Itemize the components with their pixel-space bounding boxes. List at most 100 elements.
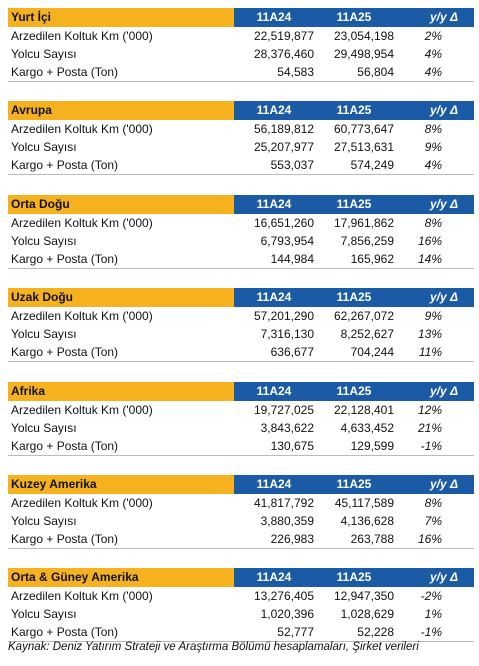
table-row: Arzedilen Koltuk Km ('000) 22,519,877 23,0… bbox=[8, 27, 474, 45]
column-header: 11A25 bbox=[314, 288, 394, 308]
cell: 8% bbox=[424, 122, 442, 137]
cell: 7,316,130 bbox=[260, 327, 314, 342]
column-header: 11A25 bbox=[314, 8, 394, 27]
row-label: Yolcu Sayısı bbox=[11, 607, 77, 622]
table-row: Arzedilen Koltuk Km ('000) 41,817,792 45,1… bbox=[8, 494, 474, 512]
column-header: 11A24 bbox=[234, 194, 314, 214]
cell: 62,267,072 bbox=[333, 309, 394, 324]
source-note: Kaynak: Deniz Yatırım Strateji ve Araştı… bbox=[8, 641, 419, 653]
section-header: Yurt İçi 11A24 11A25 y/y Δ bbox=[8, 8, 474, 27]
table-row: Kargo + Posta (Ton) 144,984 165,962 14% bbox=[8, 250, 474, 269]
section-title: Avrupa bbox=[8, 101, 234, 121]
section-header: Orta Doğu 11A24 11A25 y/y Δ bbox=[8, 194, 474, 214]
cell: 14% bbox=[417, 251, 442, 266]
cell: 4% bbox=[424, 65, 442, 79]
table-row: Arzedilen Koltuk Km ('000) 56,189,812 60,7… bbox=[8, 120, 474, 138]
cell: 7% bbox=[424, 514, 442, 528]
cell: 144,984 bbox=[270, 251, 314, 266]
column-header: y/y Δ bbox=[394, 194, 474, 214]
cell: 17,961,862 bbox=[333, 215, 394, 230]
cell: 8% bbox=[424, 496, 442, 510]
cell: 3,843,622 bbox=[260, 420, 314, 435]
cell: 16% bbox=[417, 532, 442, 546]
row-label: Arzedilen Koltuk Km ('000) bbox=[11, 589, 153, 604]
column-header: y/y Δ bbox=[394, 8, 474, 27]
table-row: Yolcu Sayısı 7,316,130 8,252,627 13% bbox=[8, 325, 474, 343]
cell: 263,788 bbox=[350, 532, 394, 546]
table-row: Arzedilen Koltuk Km ('000) 19,727,025 22,1… bbox=[8, 401, 474, 419]
cell: 636,677 bbox=[270, 345, 314, 360]
section-title: Orta & Güney Amerika bbox=[8, 568, 234, 588]
cell: 2% bbox=[424, 29, 442, 43]
row-label: Kargo + Posta (Ton) bbox=[11, 251, 119, 266]
cell: 16,651,260 bbox=[253, 215, 314, 230]
section-title: Yurt İçi bbox=[8, 8, 234, 27]
section: Yurt İçi 11A24 11A25 y/y Δ Arzedilen Koltuk … bbox=[8, 8, 474, 82]
row-label: Arzedilen Koltuk Km ('000) bbox=[11, 402, 153, 417]
table-row: Yolcu Sayısı 3,843,622 4,633,452 21% bbox=[8, 419, 474, 437]
column-header: y/y Δ bbox=[394, 381, 474, 401]
section: Orta & Güney Amerika 11A24 11A25 y/y Δ Arzed… bbox=[8, 568, 474, 643]
column-header: 11A24 bbox=[234, 101, 314, 121]
column-header: 11A24 bbox=[234, 8, 314, 27]
cell: 25,207,977 bbox=[253, 140, 314, 155]
cell: 56,804 bbox=[357, 65, 394, 79]
row-label: Kargo + Posta (Ton) bbox=[11, 438, 119, 453]
cell: 8,252,627 bbox=[340, 327, 394, 342]
cell: 226,983 bbox=[270, 532, 314, 546]
section: Uzak Doğu 11A24 11A25 y/y Δ Arzedilen Koltuk… bbox=[8, 288, 474, 363]
cell: 12% bbox=[417, 402, 442, 417]
cell: 130,675 bbox=[270, 438, 314, 453]
row-label: Yolcu Sayısı bbox=[11, 327, 77, 342]
row-label: Arzedilen Koltuk Km ('000) bbox=[11, 496, 153, 510]
cell: 165,962 bbox=[350, 251, 394, 266]
section-header: Kuzey Amerika 11A24 11A25 y/y Δ bbox=[8, 475, 474, 494]
row-label: Yolcu Sayısı bbox=[11, 420, 77, 435]
cell: 60,773,647 bbox=[333, 122, 394, 137]
column-header: 11A25 bbox=[314, 381, 394, 401]
section: Afrika 11A24 11A25 y/y Δ Arzedilen Koltuk Km… bbox=[8, 381, 474, 456]
table-row: Kargo + Posta (Ton) 553,037 574,249 4% bbox=[8, 156, 474, 176]
table-row: Kargo + Posta (Ton) 54,583 56,804 4% bbox=[8, 63, 474, 82]
row-label: Kargo + Posta (Ton) bbox=[11, 532, 119, 546]
cell: 12,947,350 bbox=[333, 589, 394, 604]
row-label: Yolcu Sayısı bbox=[11, 47, 77, 61]
cell: 4,136,628 bbox=[340, 514, 394, 528]
section-header: Orta & Güney Amerika 11A24 11A25 y/y Δ bbox=[8, 568, 474, 588]
table-row: Arzedilen Koltuk Km ('000) 16,651,260 17,9… bbox=[8, 214, 474, 232]
table-row: Yolcu Sayısı 28,376,460 29,498,954 4% bbox=[8, 45, 474, 63]
section-title: Afrika bbox=[8, 381, 234, 401]
cell: -1% bbox=[420, 625, 442, 640]
row-label: Kargo + Posta (Ton) bbox=[11, 345, 119, 360]
column-header: 11A24 bbox=[234, 381, 314, 401]
row-label: Kargo + Posta (Ton) bbox=[11, 158, 119, 173]
table-row: Yolcu Sayısı 1,020,396 1,028,629 1% bbox=[8, 605, 474, 623]
cell: 129,599 bbox=[350, 438, 394, 453]
section-title: Kuzey Amerika bbox=[8, 475, 234, 494]
cell: 41,817,792 bbox=[253, 496, 314, 510]
table-row: Kargo + Posta (Ton) 226,983 263,788 16% bbox=[8, 530, 474, 549]
row-label: Arzedilen Koltuk Km ('000) bbox=[11, 29, 153, 43]
cell: 4,633,452 bbox=[340, 420, 394, 435]
column-header: 11A24 bbox=[234, 288, 314, 308]
row-label: Arzedilen Koltuk Km ('000) bbox=[11, 215, 153, 230]
table-row: Yolcu Sayısı 6,793,954 7,856,259 16% bbox=[8, 232, 474, 250]
cell: 22,128,401 bbox=[333, 402, 394, 417]
section: Avrupa 11A24 11A25 y/y Δ Arzedilen Koltuk Km… bbox=[8, 101, 474, 176]
cell: 4% bbox=[424, 158, 442, 173]
row-label: Yolcu Sayısı bbox=[11, 140, 77, 155]
column-header: y/y Δ bbox=[394, 101, 474, 121]
cell: 4% bbox=[424, 47, 442, 61]
cell: 8% bbox=[424, 215, 442, 230]
cell: 54,583 bbox=[277, 65, 314, 79]
table-row: Arzedilen Koltuk Km ('000) 13,276,405 12,9… bbox=[8, 587, 474, 605]
column-header: y/y Δ bbox=[394, 568, 474, 588]
cell: 11% bbox=[418, 345, 442, 360]
cell: -2% bbox=[420, 589, 442, 604]
section-title: Uzak Doğu bbox=[8, 288, 234, 308]
column-header: 11A25 bbox=[314, 475, 394, 494]
column-header: y/y Δ bbox=[394, 288, 474, 308]
cell: -1% bbox=[420, 438, 442, 453]
cell: 553,037 bbox=[270, 158, 314, 173]
